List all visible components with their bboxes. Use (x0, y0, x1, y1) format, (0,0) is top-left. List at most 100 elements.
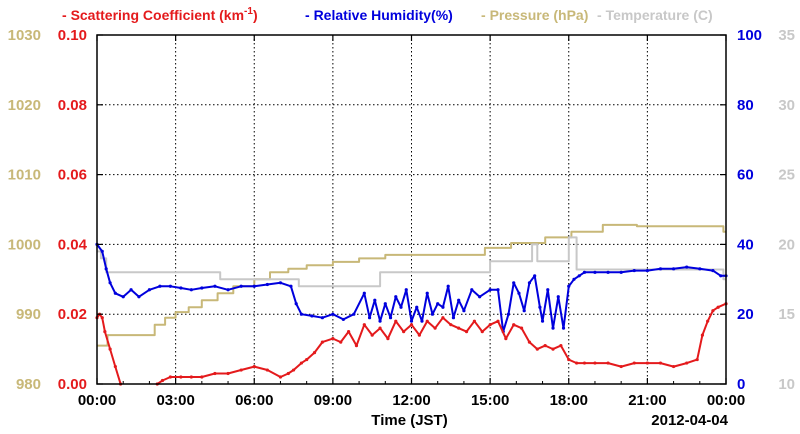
data-point-scattering (706, 319, 710, 323)
data-point-scattering (402, 330, 406, 334)
scattering-tick-label: 0.04 (58, 236, 88, 253)
data-point-scattering (370, 333, 374, 337)
data-point-scattering (716, 305, 720, 309)
humidity-tick-label: 80 (737, 97, 754, 114)
data-point-humidity (430, 312, 435, 316)
data-point-scattering (632, 361, 636, 365)
data-point-scattering (226, 371, 230, 376)
data-point-humidity (561, 326, 566, 330)
data-point-humidity (383, 302, 387, 306)
data-point-scattering (457, 326, 461, 330)
data-point-humidity (373, 298, 377, 302)
data-point-scattering (575, 361, 579, 365)
scattering-tick-label: 0.08 (58, 97, 87, 114)
data-point-scattering (512, 323, 516, 327)
data-point-humidity (310, 314, 314, 318)
data-point-scattering (394, 319, 398, 323)
data-point-humidity (632, 268, 636, 273)
data-point-humidity (551, 326, 555, 330)
data-point-humidity (556, 295, 560, 299)
x-tick-label: 12:00 (392, 392, 430, 409)
x-tick-label: 15:00 (471, 392, 509, 409)
data-point-humidity (341, 317, 345, 322)
data-point-scattering (291, 368, 296, 372)
temperature-tick-label: 25 (778, 167, 795, 184)
data-point-scattering (425, 319, 429, 323)
data-point-scattering (543, 344, 547, 348)
legend-entry: - Temperature (C) (597, 7, 713, 23)
data-point-scattering (299, 361, 304, 365)
pressure-tick-label: 990 (16, 306, 41, 323)
data-point-scattering (433, 326, 437, 330)
data-point-scattering (567, 357, 571, 362)
data-point-scattering (354, 344, 359, 348)
data-point-scattering (168, 375, 172, 379)
data-point-scattering (472, 319, 476, 323)
data-point-humidity (200, 286, 204, 290)
pressure-tick-label: 1000 (8, 236, 41, 253)
data-point-scattering (449, 323, 453, 327)
data-point-humidity (619, 270, 623, 274)
data-point-humidity (685, 265, 689, 269)
data-point-humidity (129, 288, 133, 292)
data-point-humidity (108, 281, 112, 285)
data-point-humidity (517, 291, 521, 295)
temperature-tick-label: 15 (778, 306, 795, 323)
data-point-scattering (347, 330, 351, 334)
data-point-humidity (404, 288, 408, 292)
data-point-scattering (189, 375, 193, 379)
data-point-humidity (470, 288, 474, 292)
data-point-scattering (685, 361, 689, 365)
gridlines (97, 35, 726, 384)
data-point-scattering (278, 375, 283, 379)
temperature-tick-label: 10 (778, 376, 795, 393)
data-point-scattering (417, 333, 421, 337)
humidity-tick-label: 0 (737, 376, 745, 393)
data-point-scattering (362, 323, 366, 327)
data-point-humidity (719, 274, 723, 278)
data-point-humidity (137, 295, 141, 299)
data-point-scattering (286, 371, 290, 376)
data-point-scattering (160, 378, 165, 383)
data-point-humidity (488, 288, 492, 292)
data-point-scattering (239, 368, 243, 372)
data-point-humidity (533, 274, 537, 278)
data-point-humidity (113, 291, 117, 295)
data-point-humidity (147, 288, 152, 292)
x-ticks: 00:00 03:00 06:00 09:00 12:00 15:00 18:00 21:00… (78, 35, 745, 409)
data-point-scattering (551, 347, 555, 351)
data-point-scattering (409, 323, 414, 327)
data-point-humidity (352, 312, 356, 316)
pressure-tick-label: 980 (16, 376, 41, 393)
data-point-humidity (299, 312, 304, 316)
legend: - Scattering Coefficient (km-1) - Relativ… (62, 6, 713, 23)
data-point-humidity (506, 312, 511, 316)
scattering-tick-label: 0.10 (58, 27, 87, 44)
data-point-humidity (394, 295, 398, 299)
data-point-humidity (168, 284, 172, 288)
temperature-tick-label: 20 (778, 236, 795, 253)
scattering-tick-label: 0.00 (58, 376, 87, 393)
data-point-humidity (409, 319, 414, 323)
data-point-humidity (399, 305, 403, 309)
data-point-scattering (535, 347, 539, 351)
data-point-scattering (331, 337, 335, 341)
data-point-scattering (488, 323, 492, 327)
data-point-humidity (567, 284, 571, 288)
data-point-scattering (593, 361, 597, 365)
data-point-humidity (512, 281, 516, 285)
data-point-scattering (305, 357, 309, 362)
humidity-tick-label: 60 (737, 167, 754, 184)
data-point-scattering (671, 364, 676, 369)
series-line-scattering (156, 302, 726, 384)
data-point-scattering (265, 368, 269, 372)
data-point-humidity (362, 291, 366, 295)
data-point-humidity (189, 288, 193, 292)
data-point-scattering (527, 340, 532, 344)
data-point-humidity (436, 302, 440, 306)
data-point-humidity (572, 277, 576, 281)
data-point-humidity (593, 270, 597, 274)
humidity-tick-label: 20 (737, 306, 754, 323)
data-point-humidity (289, 284, 293, 288)
